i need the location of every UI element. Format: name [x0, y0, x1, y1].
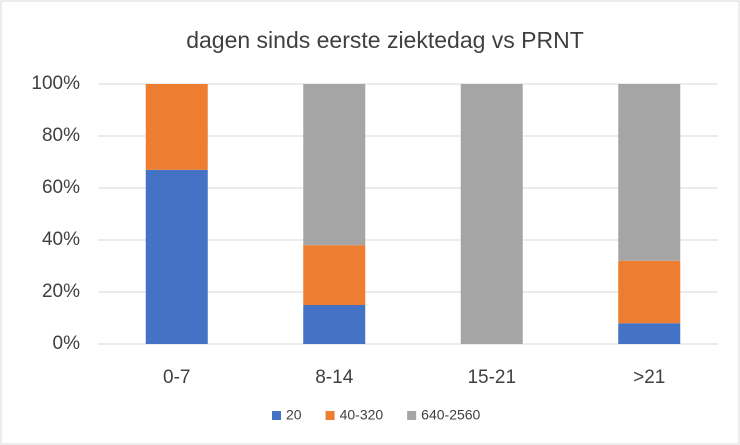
bar-segment	[303, 84, 366, 246]
legend-swatch	[325, 411, 335, 420]
legend-swatch	[407, 411, 417, 420]
y-tick-label: 80%	[42, 125, 80, 146]
x-tick-label: 0-7	[163, 367, 190, 388]
legend-swatch	[272, 411, 281, 420]
y-tick-label: 100%	[31, 73, 80, 94]
bar-segment	[145, 169, 208, 344]
bar-segment	[303, 305, 366, 344]
chart-title: dagen sinds eerste ziektedag vs PRNT	[186, 27, 584, 53]
bar-segment	[618, 260, 681, 324]
legend-label: 40-320	[340, 407, 384, 423]
x-tick-label: 15-21	[467, 367, 516, 388]
bar-segment	[460, 84, 523, 344]
y-tick-label: 40%	[42, 229, 80, 250]
bar-segment	[303, 245, 366, 305]
legend-label: 20	[286, 407, 302, 423]
bar-segment	[618, 323, 681, 344]
y-tick-label: 60%	[42, 177, 80, 198]
bar-segment	[145, 84, 208, 170]
x-tick-label: 8-14	[315, 367, 353, 388]
bar-segment	[618, 84, 681, 261]
y-tick-label: 0%	[53, 333, 81, 354]
x-tick-label: >21	[633, 367, 665, 388]
legend-label: 640-2560	[421, 407, 480, 423]
y-tick-label: 20%	[42, 281, 80, 302]
